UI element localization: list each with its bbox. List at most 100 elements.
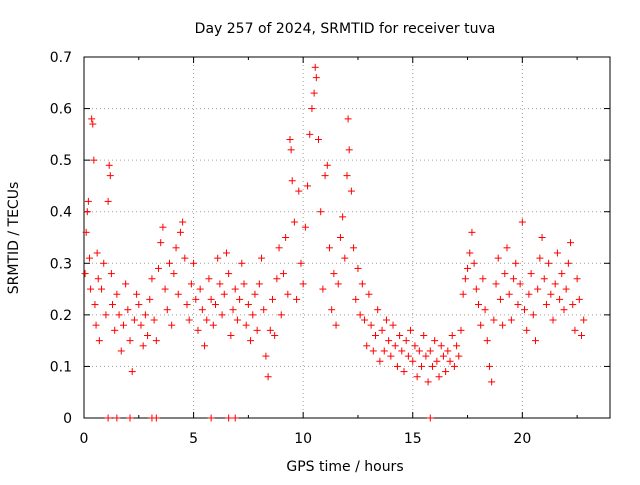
data-point bbox=[157, 239, 165, 247]
data-point bbox=[179, 218, 187, 226]
chart-title: Day 257 of 2024, SRMTID for receiver tuv… bbox=[195, 21, 496, 37]
data-point bbox=[413, 373, 421, 381]
data-point bbox=[231, 285, 239, 293]
data-point bbox=[284, 290, 292, 298]
data-point bbox=[578, 331, 586, 339]
data-point bbox=[308, 105, 316, 113]
data-point bbox=[113, 290, 121, 298]
data-point bbox=[244, 301, 252, 309]
data-point bbox=[275, 244, 283, 252]
data-point bbox=[531, 337, 539, 345]
data-point bbox=[185, 316, 193, 324]
data-point bbox=[330, 270, 338, 278]
data-point bbox=[304, 182, 312, 190]
data-point bbox=[387, 352, 395, 360]
data-point bbox=[542, 301, 550, 309]
data-point bbox=[124, 306, 132, 314]
data-point bbox=[144, 331, 152, 339]
y-tick-label: 0.7 bbox=[50, 50, 72, 66]
data-point bbox=[341, 254, 349, 262]
data-point bbox=[479, 275, 487, 283]
data-point bbox=[170, 270, 178, 278]
data-point bbox=[293, 295, 301, 303]
data-point bbox=[534, 285, 542, 293]
data-point bbox=[551, 280, 559, 288]
data-point bbox=[311, 63, 319, 71]
data-point bbox=[315, 136, 323, 144]
data-points bbox=[81, 63, 588, 422]
data-point bbox=[437, 342, 445, 350]
data-point bbox=[139, 342, 147, 350]
data-point bbox=[505, 290, 513, 298]
data-point bbox=[90, 156, 98, 164]
data-point bbox=[457, 326, 465, 334]
data-point bbox=[350, 244, 358, 252]
data-point bbox=[424, 378, 432, 386]
y-tick-labels: 0 0.1 0.2 0.3 0.4 0.5 0.6 0.7 bbox=[50, 50, 72, 427]
data-point bbox=[251, 290, 259, 298]
data-point bbox=[496, 295, 504, 303]
data-point bbox=[325, 244, 333, 252]
data-point bbox=[115, 311, 123, 319]
data-point bbox=[137, 321, 145, 329]
data-point bbox=[290, 218, 298, 226]
data-point bbox=[93, 249, 101, 257]
data-point bbox=[122, 280, 130, 288]
data-point bbox=[163, 306, 171, 314]
data-point bbox=[231, 414, 239, 422]
x-tick-label: 20 bbox=[513, 431, 531, 447]
data-point bbox=[264, 373, 272, 381]
data-point bbox=[227, 331, 235, 339]
data-point bbox=[459, 290, 467, 298]
data-point bbox=[135, 301, 143, 309]
data-point bbox=[176, 228, 184, 236]
data-point bbox=[501, 270, 509, 278]
data-point bbox=[503, 244, 511, 252]
data-point bbox=[556, 295, 564, 303]
data-point bbox=[205, 275, 213, 283]
data-point bbox=[477, 321, 485, 329]
data-point bbox=[365, 290, 373, 298]
x-tick-label: 5 bbox=[189, 431, 198, 447]
data-point bbox=[560, 306, 568, 314]
data-point bbox=[236, 295, 244, 303]
data-point bbox=[485, 362, 493, 370]
data-point bbox=[433, 357, 441, 365]
data-point bbox=[262, 352, 270, 360]
x-tick-label: 10 bbox=[294, 431, 312, 447]
y-axis-label: SRMTID / TECUs bbox=[6, 182, 22, 295]
data-point bbox=[446, 357, 454, 365]
data-point bbox=[88, 115, 96, 123]
data-point bbox=[439, 352, 447, 360]
data-point bbox=[398, 347, 406, 355]
data-point bbox=[222, 249, 230, 257]
data-point bbox=[192, 295, 200, 303]
data-point bbox=[187, 280, 195, 288]
y-tick-label: 0.5 bbox=[50, 153, 72, 169]
data-point bbox=[105, 161, 113, 169]
data-point bbox=[84, 197, 92, 205]
data-point bbox=[258, 254, 266, 262]
data-point bbox=[130, 316, 138, 324]
data-point bbox=[336, 234, 344, 241]
data-point bbox=[152, 414, 160, 422]
data-point bbox=[268, 295, 276, 303]
data-point bbox=[488, 378, 496, 386]
data-point bbox=[516, 280, 524, 288]
data-point bbox=[339, 213, 347, 221]
data-point bbox=[126, 337, 134, 345]
axis-ticks bbox=[83, 56, 610, 419]
data-point bbox=[404, 352, 412, 360]
data-point bbox=[444, 347, 452, 355]
data-point bbox=[334, 280, 342, 288]
data-point bbox=[328, 306, 336, 314]
data-point bbox=[146, 295, 154, 303]
data-point bbox=[345, 146, 353, 154]
data-point bbox=[159, 223, 167, 231]
data-point bbox=[126, 414, 134, 422]
data-point bbox=[472, 285, 480, 293]
data-point bbox=[475, 301, 482, 309]
data-point bbox=[409, 357, 417, 365]
data-point bbox=[332, 321, 340, 329]
data-point bbox=[247, 337, 255, 345]
